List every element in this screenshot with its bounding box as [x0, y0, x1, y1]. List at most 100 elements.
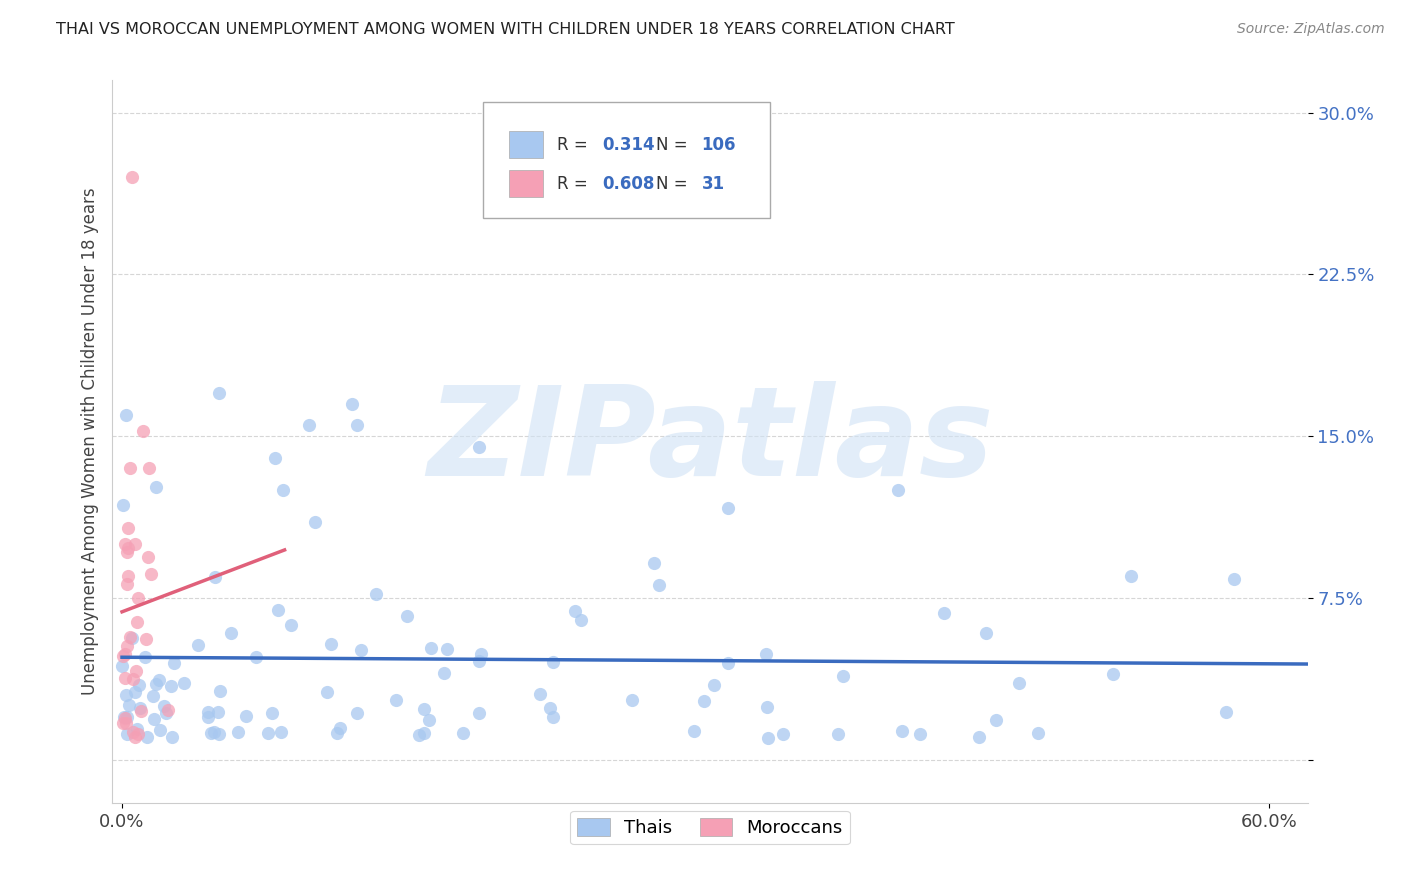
Point: [934, 606, 956, 620]
Point: [1008, 675, 1031, 690]
Point: [122, 673, 145, 687]
Point: [138, 461, 160, 475]
Point: [468, 706, 491, 720]
Point: [350, 643, 373, 657]
Point: [326, 725, 349, 739]
Point: [120, 461, 142, 475]
Point: [262, 706, 284, 720]
Point: [208, 386, 231, 401]
Point: [529, 687, 551, 701]
Point: [112, 499, 135, 513]
Point: [366, 587, 388, 601]
Point: [219, 625, 242, 640]
Point: [117, 541, 139, 555]
Point: [346, 418, 368, 433]
Point: [538, 701, 561, 715]
Point: [153, 698, 176, 713]
Point: [207, 705, 229, 719]
Point: [117, 521, 139, 535]
Point: [436, 642, 458, 657]
Point: [115, 545, 138, 559]
FancyBboxPatch shape: [509, 131, 543, 158]
Point: [621, 693, 644, 707]
Point: [433, 665, 456, 680]
Point: [470, 647, 492, 661]
Point: [408, 728, 430, 742]
Point: [280, 618, 302, 632]
Point: [1215, 705, 1237, 719]
Point: [129, 701, 152, 715]
Point: [114, 537, 136, 551]
Point: [142, 689, 165, 703]
Point: [412, 702, 434, 716]
Point: [148, 673, 170, 687]
Point: [257, 726, 280, 740]
Point: [235, 708, 257, 723]
Point: [173, 675, 195, 690]
Point: [1222, 573, 1244, 587]
Point: [420, 640, 443, 655]
Point: [827, 727, 849, 741]
Point: [114, 671, 136, 685]
Point: [693, 694, 716, 708]
Point: [267, 603, 290, 617]
Point: [703, 678, 725, 692]
Point: [755, 647, 778, 661]
Y-axis label: Unemployment Among Women with Children Under 18 years: Unemployment Among Women with Children U…: [80, 187, 98, 696]
Point: [129, 704, 152, 718]
Point: [648, 578, 671, 592]
Point: [418, 713, 440, 727]
Text: 0.314: 0.314: [603, 136, 655, 153]
Text: N =: N =: [657, 175, 693, 193]
Point: [451, 726, 474, 740]
Point: [910, 727, 932, 741]
Point: [134, 650, 156, 665]
Point: [395, 609, 418, 624]
Point: [124, 731, 146, 745]
Point: [145, 480, 167, 494]
Point: [117, 710, 139, 724]
Point: [117, 727, 139, 741]
Point: [124, 537, 146, 551]
Point: [340, 397, 363, 411]
Point: [118, 630, 141, 644]
Point: [1101, 666, 1123, 681]
Text: 0.608: 0.608: [603, 175, 655, 193]
Text: ZIPatlas: ZIPatlas: [427, 381, 993, 502]
Point: [128, 678, 150, 692]
Point: [200, 726, 222, 740]
Point: [245, 650, 267, 665]
Point: [468, 440, 491, 454]
Point: [683, 724, 706, 739]
Point: [136, 730, 159, 744]
Point: [197, 710, 219, 724]
Point: [125, 615, 148, 629]
Point: [772, 726, 794, 740]
Point: [115, 688, 138, 702]
Point: [321, 637, 343, 651]
Point: [187, 638, 209, 652]
Point: [115, 408, 138, 422]
Point: [114, 711, 136, 725]
Text: 31: 31: [702, 175, 724, 193]
Point: [1121, 569, 1143, 583]
Point: [155, 706, 177, 720]
Point: [468, 654, 491, 668]
Point: [204, 569, 226, 583]
Point: [121, 170, 143, 185]
Text: 106: 106: [702, 136, 737, 153]
Point: [127, 591, 149, 605]
Point: [115, 715, 138, 730]
Point: [755, 699, 778, 714]
Point: [304, 516, 326, 530]
Point: [125, 722, 148, 736]
Point: [832, 669, 855, 683]
FancyBboxPatch shape: [509, 169, 543, 197]
Point: [136, 550, 159, 565]
Point: [209, 683, 232, 698]
Point: [208, 727, 231, 741]
Point: [117, 577, 139, 591]
Point: [197, 705, 219, 719]
Point: [149, 723, 172, 737]
Point: [135, 632, 157, 647]
